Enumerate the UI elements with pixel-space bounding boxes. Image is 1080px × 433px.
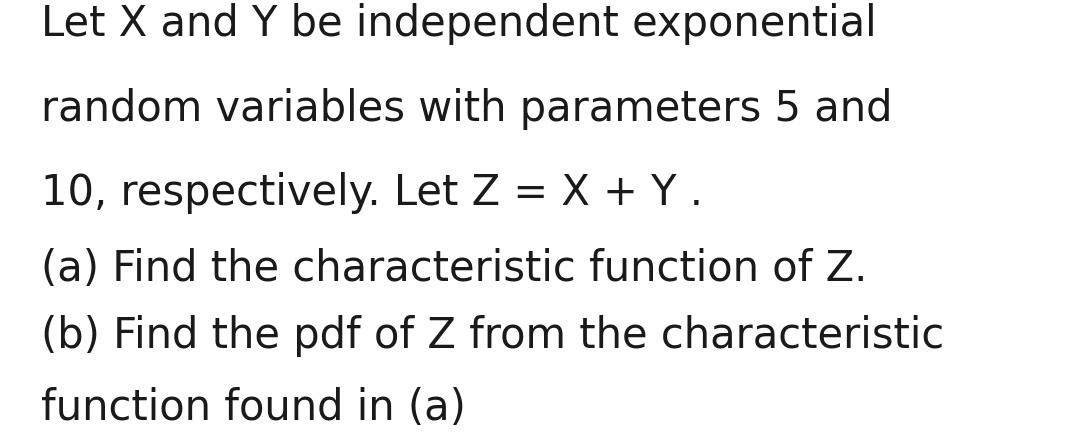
Text: (b) Find the pdf of Z from the characteristic: (b) Find the pdf of Z from the character… (41, 315, 944, 357)
Text: Let X and Y be independent exponential: Let X and Y be independent exponential (41, 3, 877, 45)
Text: 10, respectively. Let Z = X + Y .: 10, respectively. Let Z = X + Y . (41, 172, 703, 214)
Text: function found in (a): function found in (a) (41, 387, 465, 429)
Text: random variables with parameters 5 and: random variables with parameters 5 and (41, 88, 892, 130)
Text: (a) Find the characteristic function of Z.: (a) Find the characteristic function of … (41, 248, 867, 290)
